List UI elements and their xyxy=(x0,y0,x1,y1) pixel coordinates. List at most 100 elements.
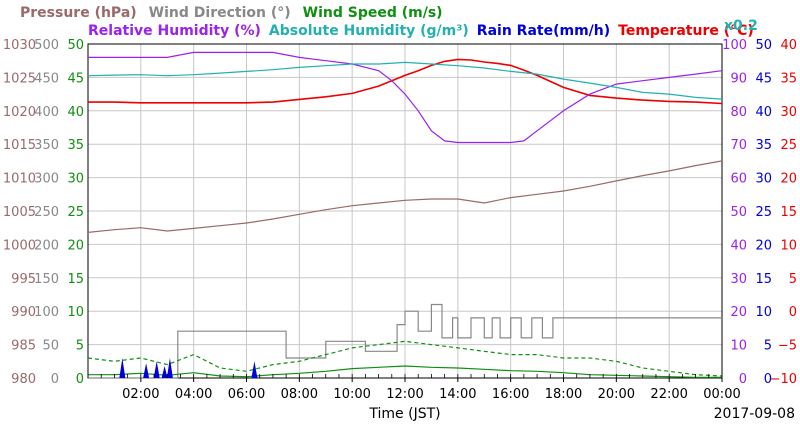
wind_direction-line xyxy=(88,303,722,379)
temperature-tick-9: −5 xyxy=(778,339,797,354)
humidity-tick-4: 60 xyxy=(730,172,747,187)
x-tick-3: 08:00 xyxy=(281,387,318,402)
rain_rate-tick-0: 50 xyxy=(755,38,772,53)
wind_speed-tick-5: 25 xyxy=(67,205,84,220)
pressure-tick-0: 1030 xyxy=(3,38,36,53)
wind_speed-tick-1: 45 xyxy=(67,71,84,86)
wind_direction-tick-1: 450 xyxy=(34,71,59,86)
temperature-line xyxy=(88,58,723,105)
rain-bar-1 xyxy=(143,363,150,378)
rain_rate-tick-3: 35 xyxy=(755,138,772,153)
rain_rate-tick-5: 25 xyxy=(755,205,772,220)
wind_direction-tick-2: 400 xyxy=(34,105,59,120)
rain-bar-4 xyxy=(166,357,173,378)
pressure-tick-1: 1025 xyxy=(3,71,36,86)
temperature-tick-10: −10 xyxy=(770,372,797,387)
pressure-tick-9: 985 xyxy=(11,339,36,354)
rain-bar-5 xyxy=(251,361,258,378)
legend-row2-item-1: Absolute Humidity (g/m³) xyxy=(269,23,469,39)
wind_direction-tick-5: 250 xyxy=(34,205,59,220)
pressure-tick-10: 980 xyxy=(11,372,36,387)
humidity-tick-0: 100 xyxy=(722,38,747,53)
wind_direction-tick-9: 50 xyxy=(42,339,59,354)
abs_humidity-line xyxy=(87,61,723,100)
temperature-tick-4: 20 xyxy=(780,172,797,187)
wind_direction-tick-8: 100 xyxy=(34,305,59,320)
humidity-tick-10: 0 xyxy=(739,372,747,387)
temperature-tick-8: 0 xyxy=(789,305,797,320)
wind_direction-tick-3: 350 xyxy=(34,138,59,153)
pressure-tick-8: 990 xyxy=(11,305,36,320)
pressure-line xyxy=(87,160,723,233)
wind_direction-tick-6: 200 xyxy=(34,238,59,253)
chart-date: 2017-09-08 xyxy=(714,406,795,422)
temperature-tick-7: 5 xyxy=(789,272,797,287)
humidity-tick-7: 30 xyxy=(730,272,747,287)
x-tick-4: 10:00 xyxy=(333,387,370,402)
rain-bar-2 xyxy=(153,361,160,378)
wind_speed-tick-0: 50 xyxy=(67,38,84,53)
humidity-tick-9: 10 xyxy=(730,339,747,354)
legend-row1-item-2: Wind Speed (m/s) xyxy=(303,5,443,21)
x-tick-8: 18:00 xyxy=(545,387,582,402)
wind_speed-tick-2: 40 xyxy=(67,105,84,120)
right-axes: 1009080706050403020100504540353025201510… xyxy=(722,38,797,387)
temperature-tick-3: 25 xyxy=(780,138,797,153)
legend: Pressure (hPa) Wind Direction (°) Wind Spe… xyxy=(20,5,758,39)
pressure-tick-6: 1000 xyxy=(3,238,36,253)
rain_rate-tick-4: 30 xyxy=(755,172,772,187)
wind_direction-tick-0: 500 xyxy=(34,38,59,53)
rain_rate-tick-1: 45 xyxy=(755,71,772,86)
wind_direction-tick-10: 0 xyxy=(51,372,59,387)
x-tick-7: 16:00 xyxy=(492,387,529,402)
wind_speed-tick-7: 15 xyxy=(67,272,84,287)
rain-bar-0 xyxy=(119,357,126,378)
pressure-tick-7: 995 xyxy=(11,272,36,287)
humidity-tick-6: 40 xyxy=(730,238,747,253)
rain_rate-tick-10: 0 xyxy=(764,372,772,387)
rain_rate-tick-7: 15 xyxy=(755,272,772,287)
x-tick-9: 20:00 xyxy=(598,387,635,402)
legend-row1-item-1: Wind Direction (°) xyxy=(149,5,291,21)
x-axis: 02:00 04:00 06:00 08:00 10:00 12:00 14:00 16:00… xyxy=(87,374,795,422)
wind_speed-tick-8: 10 xyxy=(67,305,84,320)
x-tick-2: 06:00 xyxy=(228,387,265,402)
wind_speed-tick-4: 30 xyxy=(67,172,84,187)
x-axis-label: Time (JST) xyxy=(368,406,440,422)
temperature-tick-2: 30 xyxy=(780,105,797,120)
temperature-tick-6: 10 xyxy=(780,238,797,253)
temperature-tick-0: 40 xyxy=(780,38,797,53)
rain_rate-tick-6: 20 xyxy=(755,238,772,253)
rain_rate-tick-9: 5 xyxy=(764,339,772,354)
legend-row1-item-0: Pressure (hPa) xyxy=(20,5,137,21)
rain_rate-tick-2: 40 xyxy=(755,105,772,120)
rain-bar-3 xyxy=(161,365,168,378)
wind_speed-tick-6: 20 xyxy=(67,238,84,253)
humidity-tick-5: 50 xyxy=(730,205,747,220)
x-tick-1: 04:00 xyxy=(175,387,212,402)
humidity-tick-1: 90 xyxy=(730,71,747,86)
wind_speed_max-line xyxy=(87,340,723,377)
left-axes: 1030102510201015101010051000995990985980… xyxy=(3,38,84,387)
legend-row2-item-3: Temperature (°C) xyxy=(618,23,754,39)
legend-row2-item-2: Rain Rate(mm/h) xyxy=(477,23,610,39)
humidity-tick-2: 80 xyxy=(730,105,747,120)
legend-row2-item-0: Relative Humidity (%) xyxy=(88,23,261,39)
wind_direction-tick-7: 150 xyxy=(34,272,59,287)
temperature-tick-1: 35 xyxy=(780,71,797,86)
x-tick-11: 00:00 xyxy=(703,387,740,402)
humidity-tick-3: 70 xyxy=(730,138,747,153)
wind_speed-tick-9: 5 xyxy=(76,339,84,354)
temperature-tick-5: 15 xyxy=(780,205,797,220)
x-tick-0: 02:00 xyxy=(122,387,159,402)
wind_speed-tick-3: 35 xyxy=(67,138,84,153)
wind_speed-tick-10: 0 xyxy=(76,372,84,387)
humidity-line xyxy=(88,51,723,144)
pressure-tick-5: 1005 xyxy=(3,205,36,220)
x-tick-5: 12:00 xyxy=(386,387,423,402)
rain_rate-tick-8: 10 xyxy=(755,305,772,320)
pressure-tick-2: 1020 xyxy=(3,105,36,120)
x-tick-10: 22:00 xyxy=(650,387,687,402)
pressure-tick-4: 1010 xyxy=(3,172,36,187)
